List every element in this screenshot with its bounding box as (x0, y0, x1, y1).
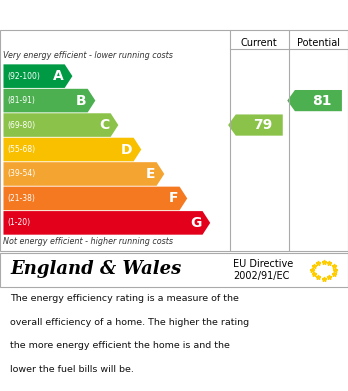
Text: Current: Current (241, 38, 278, 48)
Polygon shape (3, 89, 95, 112)
Text: A: A (53, 69, 63, 83)
Text: EU Directive: EU Directive (233, 259, 293, 269)
Text: Energy Efficiency Rating: Energy Efficiency Rating (9, 5, 238, 23)
Polygon shape (287, 90, 342, 111)
Polygon shape (3, 113, 118, 137)
Text: 2002/91/EC: 2002/91/EC (233, 271, 290, 282)
Text: the more energy efficient the home is and the: the more energy efficient the home is an… (10, 341, 230, 350)
Text: (39-54): (39-54) (8, 169, 36, 178)
Text: 81: 81 (312, 93, 332, 108)
Text: 79: 79 (253, 118, 272, 132)
Text: (69-80): (69-80) (8, 120, 36, 129)
Text: (92-100): (92-100) (8, 72, 40, 81)
Text: D: D (121, 142, 132, 156)
Polygon shape (3, 138, 141, 161)
Polygon shape (3, 162, 164, 186)
Text: Potential: Potential (297, 38, 340, 48)
Polygon shape (3, 187, 187, 210)
Text: lower the fuel bills will be.: lower the fuel bills will be. (10, 364, 134, 373)
Polygon shape (228, 115, 283, 136)
Text: (1-20): (1-20) (8, 219, 31, 228)
Text: (55-68): (55-68) (8, 145, 36, 154)
Text: Not energy efficient - higher running costs: Not energy efficient - higher running co… (3, 237, 174, 246)
Text: F: F (169, 192, 178, 205)
Text: E: E (146, 167, 155, 181)
Text: G: G (190, 216, 201, 230)
Text: The energy efficiency rating is a measure of the: The energy efficiency rating is a measur… (10, 294, 239, 303)
Text: C: C (99, 118, 109, 132)
Text: overall efficiency of a home. The higher the rating: overall efficiency of a home. The higher… (10, 318, 250, 327)
Polygon shape (3, 65, 72, 88)
Text: (21-38): (21-38) (8, 194, 35, 203)
Text: England & Wales: England & Wales (10, 260, 182, 278)
Text: (81-91): (81-91) (8, 96, 35, 105)
Polygon shape (3, 211, 210, 235)
Text: B: B (76, 93, 86, 108)
Text: Very energy efficient - lower running costs: Very energy efficient - lower running co… (3, 51, 173, 60)
